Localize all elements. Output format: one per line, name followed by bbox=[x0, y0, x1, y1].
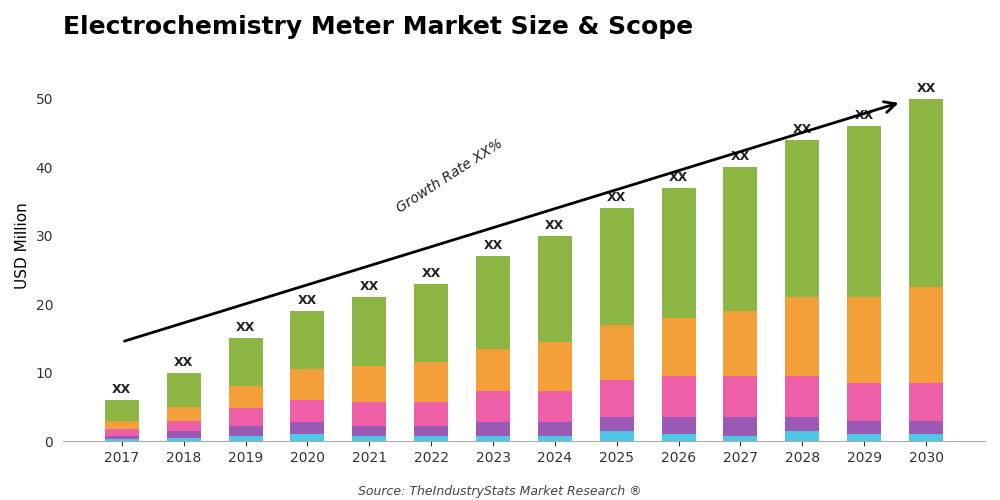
Bar bbox=[290, 311, 324, 370]
Bar bbox=[909, 420, 943, 434]
Text: XX: XX bbox=[298, 294, 317, 307]
Text: XX: XX bbox=[236, 322, 255, 334]
Text: XX: XX bbox=[112, 383, 131, 396]
Text: Source: TheIndustryStats Market Research ®: Source: TheIndustryStats Market Research… bbox=[358, 485, 642, 498]
Text: XX: XX bbox=[607, 191, 626, 204]
Bar bbox=[662, 318, 696, 376]
Bar bbox=[847, 126, 881, 298]
Bar bbox=[785, 418, 819, 431]
Bar bbox=[662, 418, 696, 434]
Bar bbox=[723, 311, 757, 376]
Bar bbox=[167, 438, 201, 442]
Bar bbox=[414, 284, 448, 362]
Bar bbox=[167, 372, 201, 407]
Text: XX: XX bbox=[422, 266, 441, 280]
Text: Electrochemistry Meter Market Size & Scope: Electrochemistry Meter Market Size & Sco… bbox=[63, 15, 693, 39]
Bar bbox=[538, 392, 572, 422]
Bar bbox=[538, 342, 572, 392]
Text: XX: XX bbox=[793, 122, 812, 136]
Bar bbox=[847, 298, 881, 383]
Bar bbox=[290, 422, 324, 434]
Bar bbox=[723, 376, 757, 418]
Bar bbox=[414, 402, 448, 425]
Bar bbox=[723, 167, 757, 311]
Y-axis label: USD Million: USD Million bbox=[15, 202, 30, 290]
Bar bbox=[229, 436, 263, 442]
Bar bbox=[600, 431, 634, 442]
Bar bbox=[538, 422, 572, 436]
Bar bbox=[476, 422, 510, 436]
Text: Growth Rate XX%: Growth Rate XX% bbox=[394, 136, 505, 215]
Bar bbox=[105, 420, 139, 429]
Bar bbox=[105, 439, 139, 442]
Bar bbox=[785, 376, 819, 418]
Bar bbox=[229, 426, 263, 436]
Bar bbox=[476, 349, 510, 392]
Text: XX: XX bbox=[731, 150, 750, 163]
Bar bbox=[352, 402, 386, 425]
Bar bbox=[290, 434, 324, 442]
Text: XX: XX bbox=[545, 218, 565, 232]
Bar bbox=[909, 287, 943, 383]
Bar bbox=[723, 418, 757, 436]
Bar bbox=[352, 298, 386, 366]
Text: XX: XX bbox=[360, 280, 379, 293]
Bar bbox=[290, 400, 324, 422]
Bar bbox=[476, 392, 510, 422]
Bar bbox=[909, 98, 943, 287]
Bar bbox=[662, 434, 696, 442]
Bar bbox=[290, 370, 324, 400]
Bar bbox=[105, 436, 139, 439]
Bar bbox=[414, 426, 448, 436]
Bar bbox=[600, 325, 634, 380]
Bar bbox=[600, 418, 634, 431]
Bar bbox=[167, 407, 201, 420]
Bar bbox=[662, 376, 696, 418]
Text: XX: XX bbox=[174, 356, 193, 368]
Text: XX: XX bbox=[855, 109, 874, 122]
Bar bbox=[414, 362, 448, 402]
Bar bbox=[229, 408, 263, 426]
Bar bbox=[909, 383, 943, 420]
Bar bbox=[105, 429, 139, 436]
Bar bbox=[105, 400, 139, 420]
Bar bbox=[476, 256, 510, 349]
Bar bbox=[538, 236, 572, 342]
Bar bbox=[352, 426, 386, 436]
Bar bbox=[723, 436, 757, 442]
Text: XX: XX bbox=[916, 82, 936, 94]
Bar bbox=[600, 208, 634, 325]
Bar bbox=[167, 431, 201, 438]
Bar bbox=[476, 436, 510, 442]
Bar bbox=[909, 434, 943, 442]
Bar bbox=[847, 420, 881, 434]
Bar bbox=[785, 140, 819, 298]
Bar bbox=[352, 366, 386, 402]
Bar bbox=[847, 434, 881, 442]
Bar bbox=[785, 431, 819, 442]
Text: XX: XX bbox=[483, 239, 503, 252]
Bar bbox=[785, 298, 819, 376]
Bar bbox=[600, 380, 634, 418]
Bar bbox=[538, 436, 572, 442]
Bar bbox=[847, 383, 881, 420]
Bar bbox=[167, 420, 201, 431]
Bar bbox=[229, 386, 263, 408]
Bar bbox=[352, 436, 386, 442]
Bar bbox=[229, 338, 263, 386]
Bar bbox=[414, 436, 448, 442]
Bar bbox=[662, 188, 696, 318]
Text: XX: XX bbox=[669, 170, 688, 183]
